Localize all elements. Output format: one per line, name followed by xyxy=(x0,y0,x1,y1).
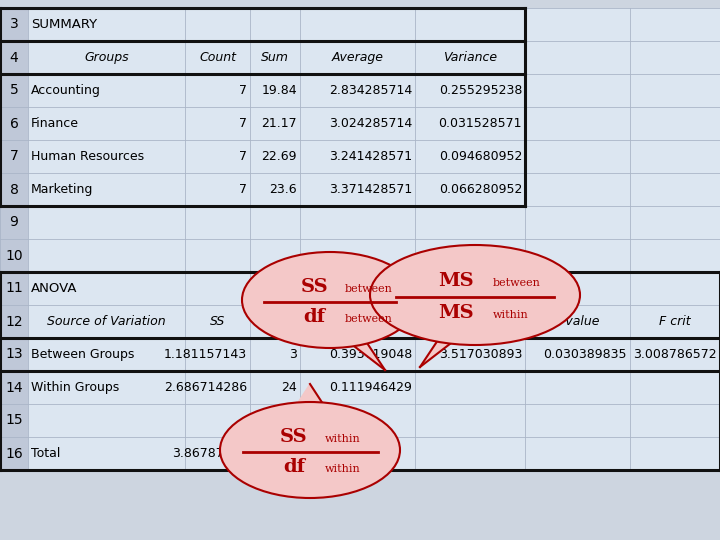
Text: Source of Variation: Source of Variation xyxy=(48,315,166,328)
Text: Human Resources: Human Resources xyxy=(31,150,144,163)
Text: 3: 3 xyxy=(289,348,297,361)
Text: SUMMARY: SUMMARY xyxy=(31,18,97,31)
Text: Total: Total xyxy=(31,447,60,460)
Text: 3.517030893: 3.517030893 xyxy=(438,348,522,361)
Text: 12: 12 xyxy=(5,314,23,328)
Text: 7: 7 xyxy=(239,183,247,196)
Text: MS: MS xyxy=(438,303,474,321)
Text: 6: 6 xyxy=(9,117,19,131)
Polygon shape xyxy=(350,340,385,370)
Text: df: df xyxy=(269,315,281,328)
Text: 3.371428571: 3.371428571 xyxy=(329,183,412,196)
Text: 8: 8 xyxy=(9,183,19,197)
Text: Variance: Variance xyxy=(443,51,497,64)
Text: ANOVA: ANOVA xyxy=(31,282,78,295)
Text: 9: 9 xyxy=(9,215,19,230)
Text: Marketing: Marketing xyxy=(31,183,94,196)
Text: SS: SS xyxy=(210,315,225,328)
Text: 24: 24 xyxy=(282,381,297,394)
Text: 3.024285714: 3.024285714 xyxy=(329,117,412,130)
Text: Count: Count xyxy=(199,51,236,64)
Text: Groups: Groups xyxy=(84,51,129,64)
Text: 0.393719048: 0.393719048 xyxy=(329,348,412,361)
Text: between: between xyxy=(345,314,393,324)
Polygon shape xyxy=(420,337,455,367)
Text: 0.255295238: 0.255295238 xyxy=(438,84,522,97)
Text: 4: 4 xyxy=(9,51,19,64)
Text: 16: 16 xyxy=(5,447,23,461)
Text: SS: SS xyxy=(300,278,328,295)
FancyBboxPatch shape xyxy=(0,8,720,470)
Text: 3.241428571: 3.241428571 xyxy=(329,150,412,163)
Text: within: within xyxy=(325,434,361,443)
Text: 27: 27 xyxy=(281,447,297,460)
Text: 7: 7 xyxy=(239,84,247,97)
Text: MS: MS xyxy=(348,315,366,328)
FancyBboxPatch shape xyxy=(0,8,28,470)
Text: 0.030389835: 0.030389835 xyxy=(544,348,627,361)
Text: F crit: F crit xyxy=(660,315,690,328)
Text: 10: 10 xyxy=(5,248,23,262)
Text: Sum: Sum xyxy=(261,51,289,64)
Text: 13: 13 xyxy=(5,348,23,361)
Text: Between Groups: Between Groups xyxy=(31,348,135,361)
Text: Accounting: Accounting xyxy=(31,84,101,97)
Text: Finance: Finance xyxy=(31,117,79,130)
Text: 2.834285714: 2.834285714 xyxy=(329,84,412,97)
Text: 0.031528571: 0.031528571 xyxy=(438,117,522,130)
Text: 0.111946429: 0.111946429 xyxy=(329,381,412,394)
Text: 3.86787143: 3.86787143 xyxy=(171,447,247,460)
Ellipse shape xyxy=(370,245,580,345)
Text: 3: 3 xyxy=(9,17,19,31)
Text: 0.094680952: 0.094680952 xyxy=(438,150,522,163)
Text: 21.17: 21.17 xyxy=(261,117,297,130)
Text: 7: 7 xyxy=(239,150,247,163)
Text: P-value: P-value xyxy=(554,315,600,328)
Text: df: df xyxy=(303,308,325,326)
Text: 14: 14 xyxy=(5,381,23,395)
Text: 11: 11 xyxy=(5,281,23,295)
Text: 22.69: 22.69 xyxy=(261,150,297,163)
Text: Within Groups: Within Groups xyxy=(31,381,120,394)
Text: between: between xyxy=(345,284,393,294)
Text: 2.686714286: 2.686714286 xyxy=(164,381,247,394)
Text: Average: Average xyxy=(331,51,384,64)
Text: 23.6: 23.6 xyxy=(269,183,297,196)
Text: within: within xyxy=(325,464,361,474)
Text: F: F xyxy=(467,315,474,328)
Text: SS: SS xyxy=(280,428,307,445)
Text: 7: 7 xyxy=(9,150,19,164)
Text: df: df xyxy=(283,458,305,476)
Text: within: within xyxy=(493,309,528,320)
Polygon shape xyxy=(295,384,325,407)
Text: between: between xyxy=(493,278,541,288)
Text: 19.84: 19.84 xyxy=(261,84,297,97)
Text: MS: MS xyxy=(438,272,474,290)
Text: 5: 5 xyxy=(9,84,19,98)
Text: 0.066280952: 0.066280952 xyxy=(438,183,522,196)
Ellipse shape xyxy=(242,252,418,348)
Text: 1.181157143: 1.181157143 xyxy=(164,348,247,361)
Text: 7: 7 xyxy=(239,117,247,130)
Text: 3.008786572: 3.008786572 xyxy=(634,348,717,361)
Text: 15: 15 xyxy=(5,414,23,428)
Ellipse shape xyxy=(220,402,400,498)
